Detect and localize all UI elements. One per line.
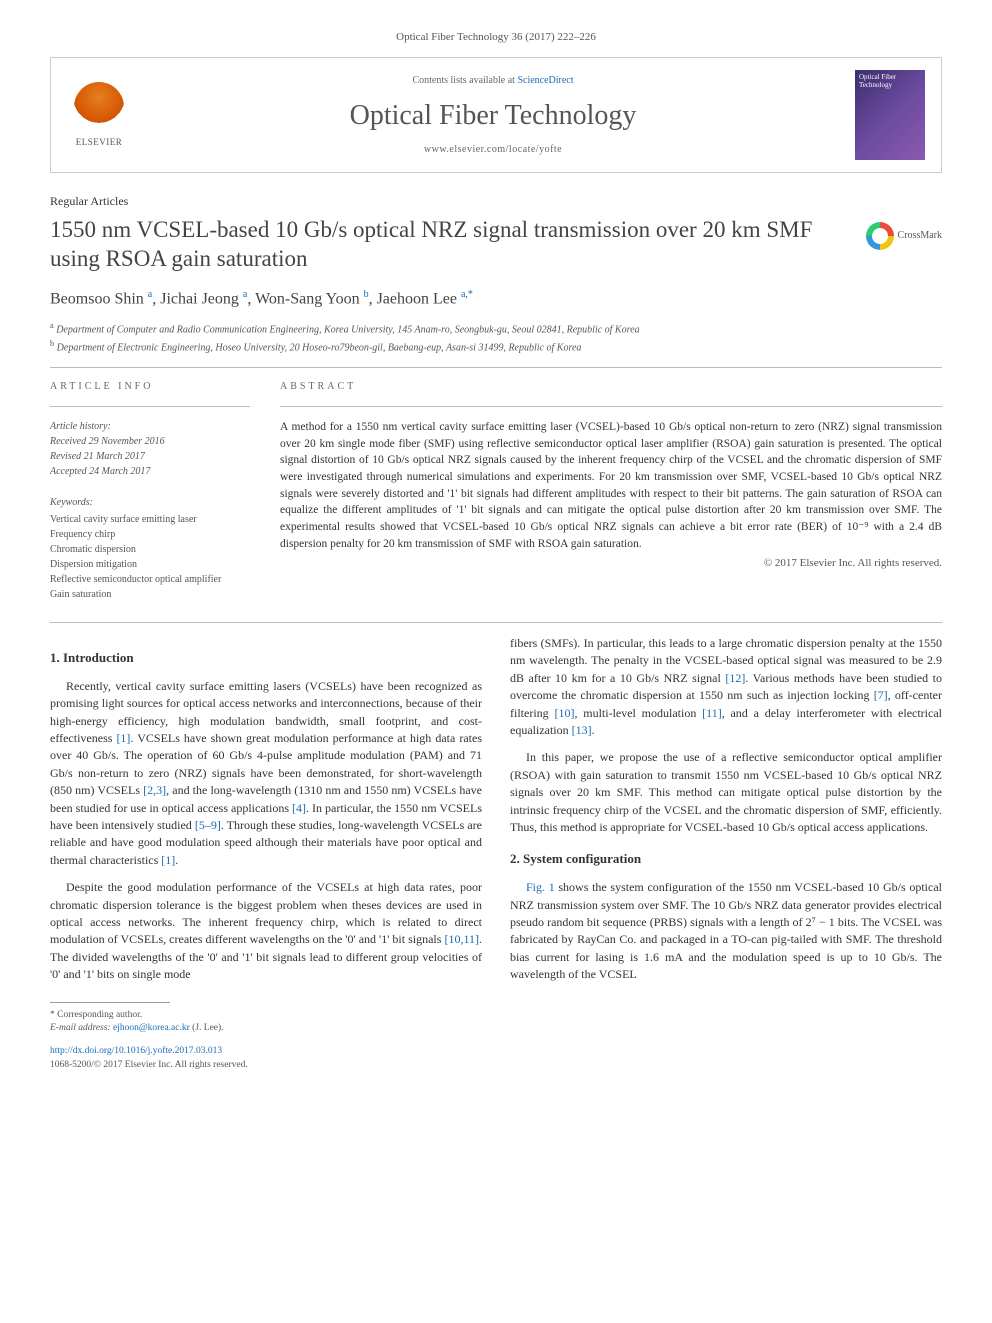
abstract-label: ABSTRACT (280, 380, 942, 394)
divider (280, 406, 942, 407)
article-type: Regular Articles (50, 193, 942, 210)
section-heading-1: 1. Introduction (50, 649, 482, 668)
keyword: Frequency chirp (50, 529, 115, 540)
journal-header: ELSEVIER Contents lists available at Sci… (50, 57, 942, 173)
crossmark-badge[interactable]: CrossMark (866, 222, 942, 250)
keywords-label: Keywords: (50, 495, 250, 510)
article-history: Article history: Received 29 November 20… (50, 419, 250, 479)
keyword: Dispersion mitigation (50, 559, 137, 570)
elsevier-logo: ELSEVIER (67, 79, 131, 151)
crossmark-icon (866, 222, 894, 250)
article-title: 1550 nm VCSEL-based 10 Gb/s optical NRZ … (50, 216, 846, 274)
history-revised: Revised 21 March 2017 (50, 451, 145, 462)
email-label: E-mail address: (50, 1023, 113, 1033)
keyword: Reflective semiconductor optical amplifi… (50, 574, 221, 585)
email-who: (J. Lee). (190, 1023, 224, 1033)
elsevier-tree-icon (74, 82, 124, 132)
abstract-text: A method for a 1550 nm vertical cavity s… (280, 419, 942, 552)
divider (50, 367, 942, 368)
divider (50, 622, 942, 623)
keywords-block: Keywords: Vertical cavity surface emitti… (50, 495, 250, 602)
journal-name: Optical Fiber Technology (147, 96, 839, 135)
abstract-copyright: © 2017 Elsevier Inc. All rights reserved… (280, 556, 942, 571)
affiliations: a Department of Computer and Radio Commu… (50, 320, 942, 355)
header-center: Contents lists available at ScienceDirec… (147, 74, 839, 157)
keyword: Gain saturation (50, 589, 111, 600)
affiliation-b: b Department of Electronic Engineering, … (50, 338, 942, 355)
abstract-column: ABSTRACT A method for a 1550 nm vertical… (280, 380, 942, 602)
contents-prefix: Contents lists available at (412, 75, 517, 86)
doi-link[interactable]: http://dx.doi.org/10.1016/j.yofte.2017.0… (50, 1046, 222, 1056)
journal-url[interactable]: www.elsevier.com/locate/yofte (147, 143, 839, 157)
cover-label: Optical Fiber Technology (859, 74, 921, 89)
affiliation-a: a Department of Computer and Radio Commu… (50, 320, 942, 337)
title-row: 1550 nm VCSEL-based 10 Gb/s optical NRZ … (50, 216, 942, 274)
issn-copyright: 1068-5200/© 2017 Elsevier Inc. All right… (50, 1060, 248, 1070)
journal-reference: Optical Fiber Technology 36 (2017) 222–2… (50, 30, 942, 45)
paragraph: Fig. 1 shows the system configuration of… (510, 879, 942, 983)
section-heading-2: 2. System configuration (510, 850, 942, 869)
sciencedirect-link[interactable]: ScienceDirect (517, 75, 573, 86)
page: Optical Fiber Technology 36 (2017) 222–2… (0, 0, 992, 1113)
history-received: Received 29 November 2016 (50, 436, 165, 447)
elsevier-wordmark: ELSEVIER (76, 136, 123, 149)
history-label: Article history: (50, 421, 111, 432)
bottom-bar: http://dx.doi.org/10.1016/j.yofte.2017.0… (50, 1045, 482, 1073)
email-line: E-mail address: ejhoon@korea.ac.kr (J. L… (50, 1022, 482, 1035)
paragraph: Recently, vertical cavity surface emitti… (50, 678, 482, 869)
paragraph: fibers (SMFs). In particular, this leads… (510, 635, 942, 739)
footnote-separator (50, 1002, 170, 1003)
article-info-label: ARTICLE INFO (50, 380, 250, 394)
keyword: Chromatic dispersion (50, 544, 136, 555)
article-info-column: ARTICLE INFO Article history: Received 2… (50, 380, 250, 602)
info-abstract-row: ARTICLE INFO Article history: Received 2… (50, 380, 942, 602)
history-accepted: Accepted 24 March 2017 (50, 466, 150, 477)
body-two-column: 1. Introduction Recently, vertical cavit… (50, 635, 942, 1073)
contents-line: Contents lists available at ScienceDirec… (147, 74, 839, 88)
authors: Beomsoo Shin a, Jichai Jeong a, Won-Sang… (50, 288, 942, 311)
footnotes: * Corresponding author. E-mail address: … (50, 1009, 482, 1036)
keyword: Vertical cavity surface emitting laser (50, 514, 197, 525)
paragraph: In this paper, we propose the use of a r… (510, 749, 942, 836)
author-email-link[interactable]: ejhoon@korea.ac.kr (113, 1023, 190, 1033)
crossmark-label: CrossMark (898, 229, 942, 243)
corresponding-author-note: * Corresponding author. (50, 1009, 482, 1022)
journal-cover-thumbnail: Optical Fiber Technology (855, 70, 925, 160)
paragraph: Despite the good modulation performance … (50, 879, 482, 983)
divider (50, 406, 250, 407)
